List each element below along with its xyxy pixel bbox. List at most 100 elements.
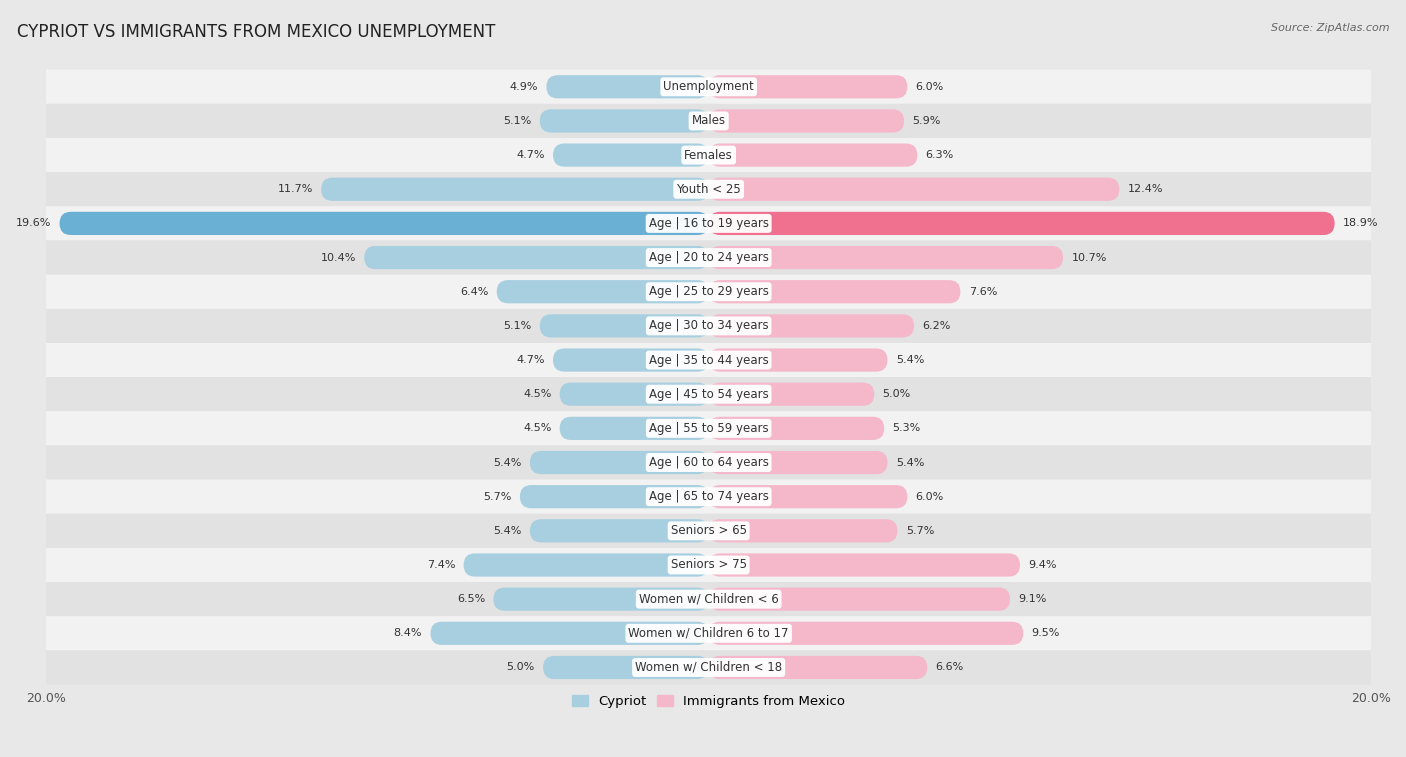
FancyBboxPatch shape (45, 548, 1372, 582)
FancyBboxPatch shape (45, 343, 1372, 377)
FancyBboxPatch shape (560, 417, 709, 440)
FancyBboxPatch shape (45, 104, 1372, 138)
Text: Age | 20 to 24 years: Age | 20 to 24 years (648, 251, 769, 264)
FancyBboxPatch shape (45, 616, 1372, 650)
Text: 4.9%: 4.9% (509, 82, 538, 92)
Legend: Cypriot, Immigrants from Mexico: Cypriot, Immigrants from Mexico (567, 690, 851, 714)
Text: 6.5%: 6.5% (457, 594, 485, 604)
Text: Age | 16 to 19 years: Age | 16 to 19 years (648, 217, 769, 230)
Text: Seniors > 75: Seniors > 75 (671, 559, 747, 572)
FancyBboxPatch shape (430, 621, 709, 645)
Text: 6.2%: 6.2% (922, 321, 950, 331)
Text: Women w/ Children < 6: Women w/ Children < 6 (638, 593, 779, 606)
FancyBboxPatch shape (709, 144, 917, 167)
Text: 8.4%: 8.4% (394, 628, 422, 638)
Text: 9.5%: 9.5% (1032, 628, 1060, 638)
Text: 4.5%: 4.5% (523, 389, 551, 399)
Text: 5.4%: 5.4% (896, 457, 924, 468)
FancyBboxPatch shape (709, 212, 1334, 235)
FancyBboxPatch shape (45, 445, 1372, 480)
Text: 5.0%: 5.0% (506, 662, 534, 672)
FancyBboxPatch shape (709, 417, 884, 440)
Text: Seniors > 65: Seniors > 65 (671, 525, 747, 537)
Text: 6.4%: 6.4% (460, 287, 488, 297)
Text: 6.3%: 6.3% (925, 150, 953, 160)
FancyBboxPatch shape (45, 582, 1372, 616)
FancyBboxPatch shape (45, 172, 1372, 207)
FancyBboxPatch shape (560, 382, 709, 406)
FancyBboxPatch shape (494, 587, 709, 611)
Text: Age | 60 to 64 years: Age | 60 to 64 years (648, 456, 769, 469)
FancyBboxPatch shape (709, 75, 907, 98)
FancyBboxPatch shape (321, 178, 709, 201)
Text: 7.4%: 7.4% (427, 560, 456, 570)
Text: Source: ZipAtlas.com: Source: ZipAtlas.com (1271, 23, 1389, 33)
Text: Age | 30 to 34 years: Age | 30 to 34 years (648, 319, 769, 332)
FancyBboxPatch shape (709, 553, 1019, 577)
FancyBboxPatch shape (496, 280, 709, 304)
FancyBboxPatch shape (543, 656, 709, 679)
FancyBboxPatch shape (45, 650, 1372, 684)
FancyBboxPatch shape (709, 382, 875, 406)
Text: 4.5%: 4.5% (523, 423, 551, 433)
Text: 5.9%: 5.9% (912, 116, 941, 126)
FancyBboxPatch shape (45, 514, 1372, 548)
FancyBboxPatch shape (530, 451, 709, 474)
FancyBboxPatch shape (540, 314, 709, 338)
FancyBboxPatch shape (464, 553, 709, 577)
FancyBboxPatch shape (547, 75, 709, 98)
Text: 6.0%: 6.0% (915, 82, 943, 92)
Text: 7.6%: 7.6% (969, 287, 997, 297)
FancyBboxPatch shape (709, 178, 1119, 201)
Text: 9.4%: 9.4% (1028, 560, 1057, 570)
FancyBboxPatch shape (709, 280, 960, 304)
Text: Males: Males (692, 114, 725, 127)
Text: Age | 35 to 44 years: Age | 35 to 44 years (648, 354, 769, 366)
FancyBboxPatch shape (709, 314, 914, 338)
FancyBboxPatch shape (45, 480, 1372, 514)
FancyBboxPatch shape (709, 451, 887, 474)
FancyBboxPatch shape (45, 207, 1372, 241)
FancyBboxPatch shape (45, 138, 1372, 172)
FancyBboxPatch shape (709, 656, 928, 679)
Text: Age | 25 to 29 years: Age | 25 to 29 years (648, 285, 769, 298)
FancyBboxPatch shape (45, 275, 1372, 309)
FancyBboxPatch shape (364, 246, 709, 269)
Text: Women w/ Children < 18: Women w/ Children < 18 (636, 661, 782, 674)
Text: 4.7%: 4.7% (516, 150, 544, 160)
Text: 6.6%: 6.6% (935, 662, 963, 672)
Text: Unemployment: Unemployment (664, 80, 754, 93)
Text: CYPRIOT VS IMMIGRANTS FROM MEXICO UNEMPLOYMENT: CYPRIOT VS IMMIGRANTS FROM MEXICO UNEMPL… (17, 23, 495, 41)
Text: Age | 65 to 74 years: Age | 65 to 74 years (648, 491, 769, 503)
Text: 5.7%: 5.7% (905, 526, 934, 536)
FancyBboxPatch shape (709, 519, 897, 543)
FancyBboxPatch shape (709, 246, 1063, 269)
FancyBboxPatch shape (45, 377, 1372, 411)
Text: 5.1%: 5.1% (503, 321, 531, 331)
FancyBboxPatch shape (59, 212, 709, 235)
Text: 11.7%: 11.7% (277, 184, 314, 195)
Text: Females: Females (685, 148, 733, 161)
Text: 5.1%: 5.1% (503, 116, 531, 126)
FancyBboxPatch shape (709, 109, 904, 132)
FancyBboxPatch shape (45, 241, 1372, 275)
FancyBboxPatch shape (709, 587, 1010, 611)
FancyBboxPatch shape (553, 144, 709, 167)
FancyBboxPatch shape (540, 109, 709, 132)
Text: 10.4%: 10.4% (321, 253, 356, 263)
Text: 5.0%: 5.0% (883, 389, 911, 399)
Text: 19.6%: 19.6% (15, 219, 51, 229)
Text: 6.0%: 6.0% (915, 492, 943, 502)
FancyBboxPatch shape (45, 411, 1372, 445)
FancyBboxPatch shape (45, 309, 1372, 343)
Text: 10.7%: 10.7% (1071, 253, 1107, 263)
Text: 5.4%: 5.4% (494, 526, 522, 536)
Text: 9.1%: 9.1% (1018, 594, 1046, 604)
Text: 18.9%: 18.9% (1343, 219, 1378, 229)
FancyBboxPatch shape (520, 485, 709, 508)
FancyBboxPatch shape (530, 519, 709, 543)
FancyBboxPatch shape (553, 348, 709, 372)
FancyBboxPatch shape (709, 621, 1024, 645)
Text: 5.7%: 5.7% (484, 492, 512, 502)
Text: 5.4%: 5.4% (896, 355, 924, 365)
